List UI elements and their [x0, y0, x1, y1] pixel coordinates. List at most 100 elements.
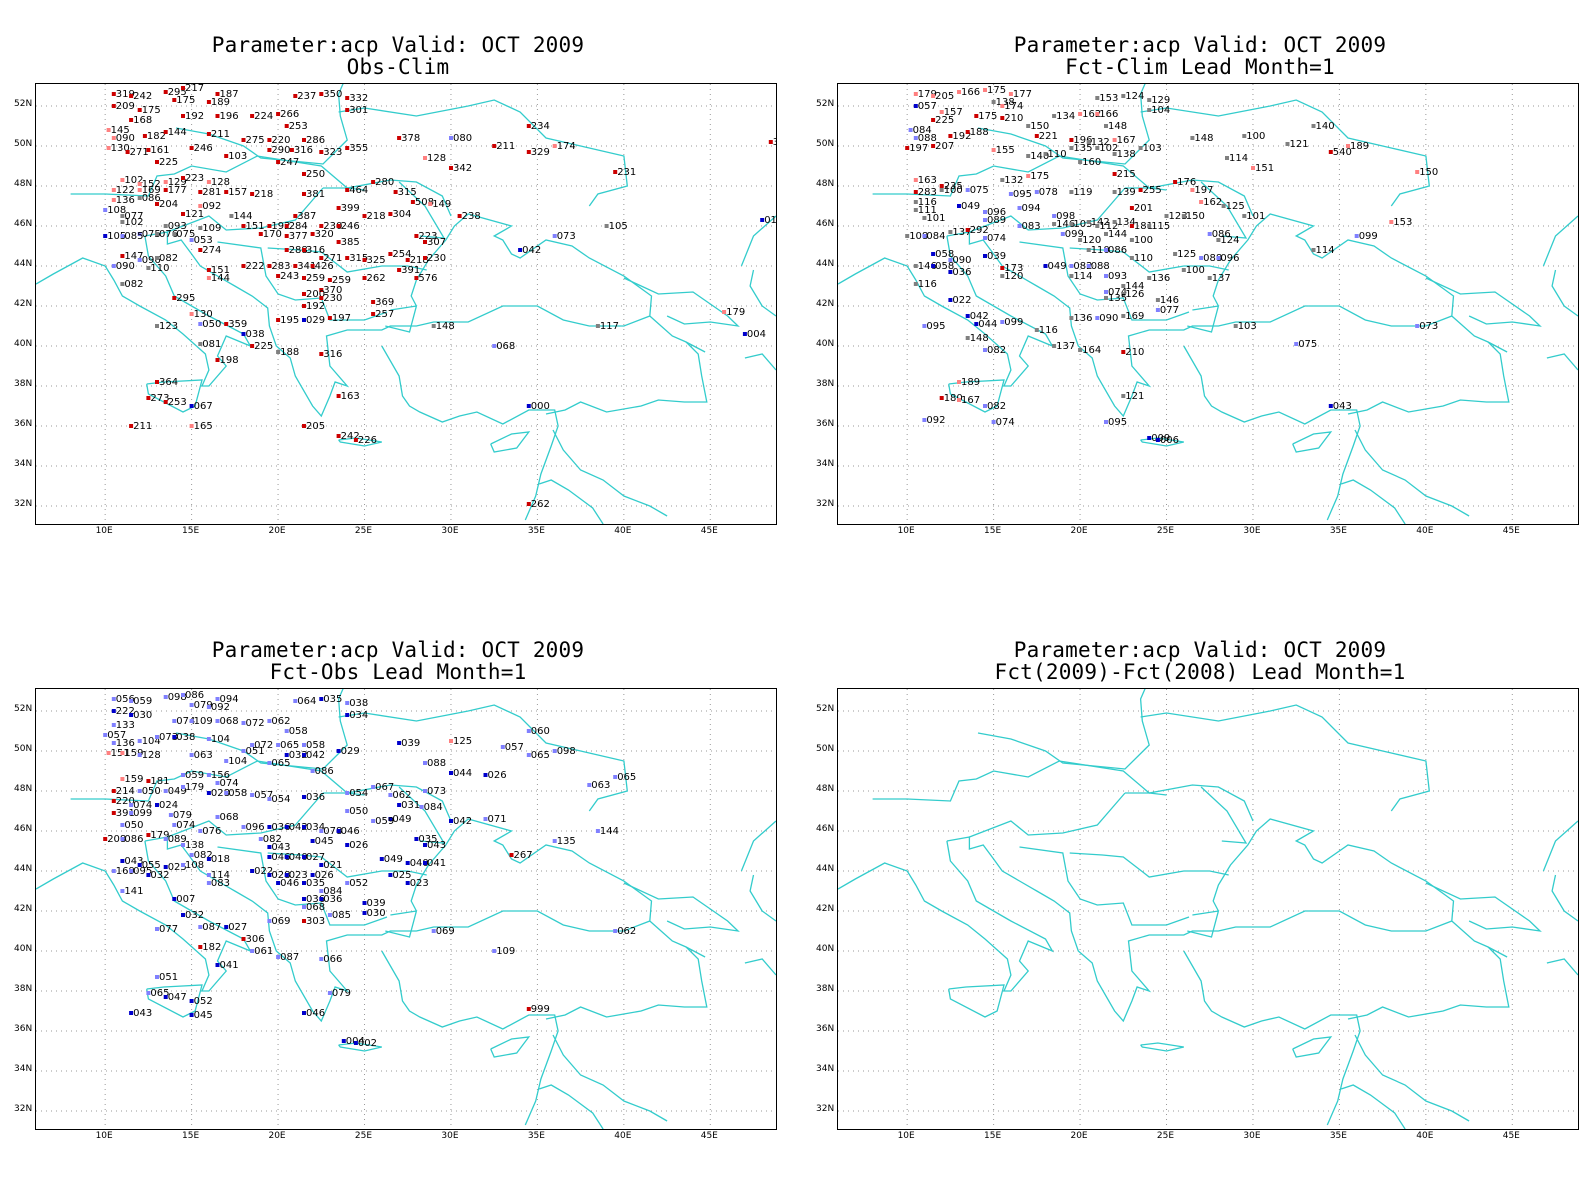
station-marker	[189, 238, 194, 242]
station-marker	[345, 881, 350, 885]
station-value-label: 364	[159, 377, 178, 388]
station-value-label: 168	[133, 115, 152, 126]
station-value-label: 138	[185, 840, 204, 851]
station-marker	[189, 146, 194, 150]
station-marker	[172, 897, 177, 901]
station-marker	[922, 418, 927, 422]
station-marker	[155, 256, 159, 260]
station-marker	[327, 316, 332, 320]
station-value-label: 235	[944, 181, 963, 192]
station-value-label: 218	[254, 189, 273, 200]
station-marker	[974, 322, 979, 326]
station-value-label: 035	[306, 878, 325, 889]
station-value-label: 204	[159, 199, 178, 210]
y-tick-label: 38N	[816, 379, 835, 389]
station-marker	[905, 234, 910, 238]
station-value-label: 144	[168, 127, 187, 138]
y-tick-label: 52N	[14, 99, 33, 109]
station-marker	[206, 180, 211, 184]
station-marker	[163, 400, 168, 404]
station-value-label: 136	[116, 195, 135, 206]
station-value-label: 002	[358, 1038, 377, 1049]
station-value-label: 062	[271, 716, 290, 727]
station-marker	[215, 92, 220, 96]
station-marker	[302, 172, 306, 176]
coastline-path	[969, 792, 1126, 838]
station-value-label: 075	[176, 229, 195, 240]
station-marker	[1000, 320, 1005, 324]
station-marker	[1008, 192, 1013, 196]
station-marker	[1060, 232, 1065, 236]
station-marker	[319, 352, 324, 356]
station-value-label: 121	[185, 209, 204, 220]
station-value-label: 046	[341, 826, 360, 837]
station-value-label: 032	[150, 870, 169, 881]
station-marker	[345, 146, 350, 150]
station-value-label: 231	[617, 167, 636, 178]
station-value-label: 101	[926, 213, 945, 224]
station-marker	[111, 709, 116, 713]
coastline-path	[1354, 429, 1470, 517]
station-marker	[120, 178, 125, 182]
station-value-label: 124	[1220, 235, 1239, 246]
station-marker	[125, 150, 130, 154]
station-marker	[103, 837, 108, 841]
coastline-path	[1187, 910, 1220, 938]
station-marker	[1069, 316, 1074, 320]
station-value-label: 148	[970, 333, 989, 344]
station-marker	[913, 136, 918, 140]
x-tick-label: 25E	[1156, 1131, 1175, 1141]
station-value-label: 053	[194, 235, 213, 246]
station-marker	[397, 136, 402, 140]
station-value-label: 074	[133, 800, 152, 811]
station-marker	[345, 701, 350, 705]
x-tick-label: 40E	[1416, 526, 1434, 536]
panel-title: Parameter:acp Valid: OCT 2009	[1013, 33, 1387, 57]
station-value-label: 182	[202, 942, 221, 953]
station-marker	[319, 288, 324, 292]
station-marker	[983, 404, 987, 408]
station-marker	[449, 136, 453, 140]
station-marker	[423, 256, 427, 260]
station-marker	[939, 184, 944, 188]
station-value-label: 096	[246, 822, 265, 833]
coastline-path	[1019, 241, 1190, 321]
station-marker	[483, 773, 488, 777]
station-value-label: 082	[987, 401, 1006, 412]
station-marker	[189, 424, 194, 428]
station-marker	[1354, 234, 1359, 238]
station-value-label: 124	[1125, 91, 1144, 102]
station-value-label: 259	[332, 275, 351, 286]
station-marker	[1086, 220, 1091, 224]
station-marker	[1069, 264, 1074, 268]
y-tick-label: 50N	[14, 139, 33, 149]
station-marker	[103, 234, 108, 238]
station-marker	[1155, 298, 1160, 302]
station-marker	[908, 128, 913, 132]
coastline-path	[1340, 479, 1406, 524]
station-value-label: 132	[1004, 175, 1023, 186]
station-value-label: 225	[254, 341, 273, 352]
station-value-label: 009	[1151, 433, 1170, 444]
y-tick-label: 46N	[816, 824, 835, 834]
station-value-label: 188	[970, 127, 989, 138]
station-value-label: 100	[944, 185, 963, 196]
station-value-label: 082	[124, 279, 143, 290]
station-marker	[526, 404, 531, 408]
y-tick-label: 38N	[816, 984, 835, 994]
station-value-label: 153	[1393, 217, 1412, 228]
station-value-label: 083	[1022, 221, 1041, 232]
station-marker	[1104, 290, 1108, 294]
coastline-path	[649, 315, 706, 353]
station-value-label: 062	[617, 926, 636, 937]
station-marker	[106, 751, 111, 755]
coastline-path	[1019, 846, 1190, 926]
station-marker	[552, 749, 557, 753]
station-value-label: 210	[1125, 347, 1144, 358]
station-value-label: 175	[978, 111, 997, 122]
station-marker	[146, 266, 151, 270]
station-marker	[181, 114, 185, 118]
station-marker	[345, 713, 350, 717]
station-marker	[206, 873, 211, 877]
station-marker	[371, 180, 376, 184]
